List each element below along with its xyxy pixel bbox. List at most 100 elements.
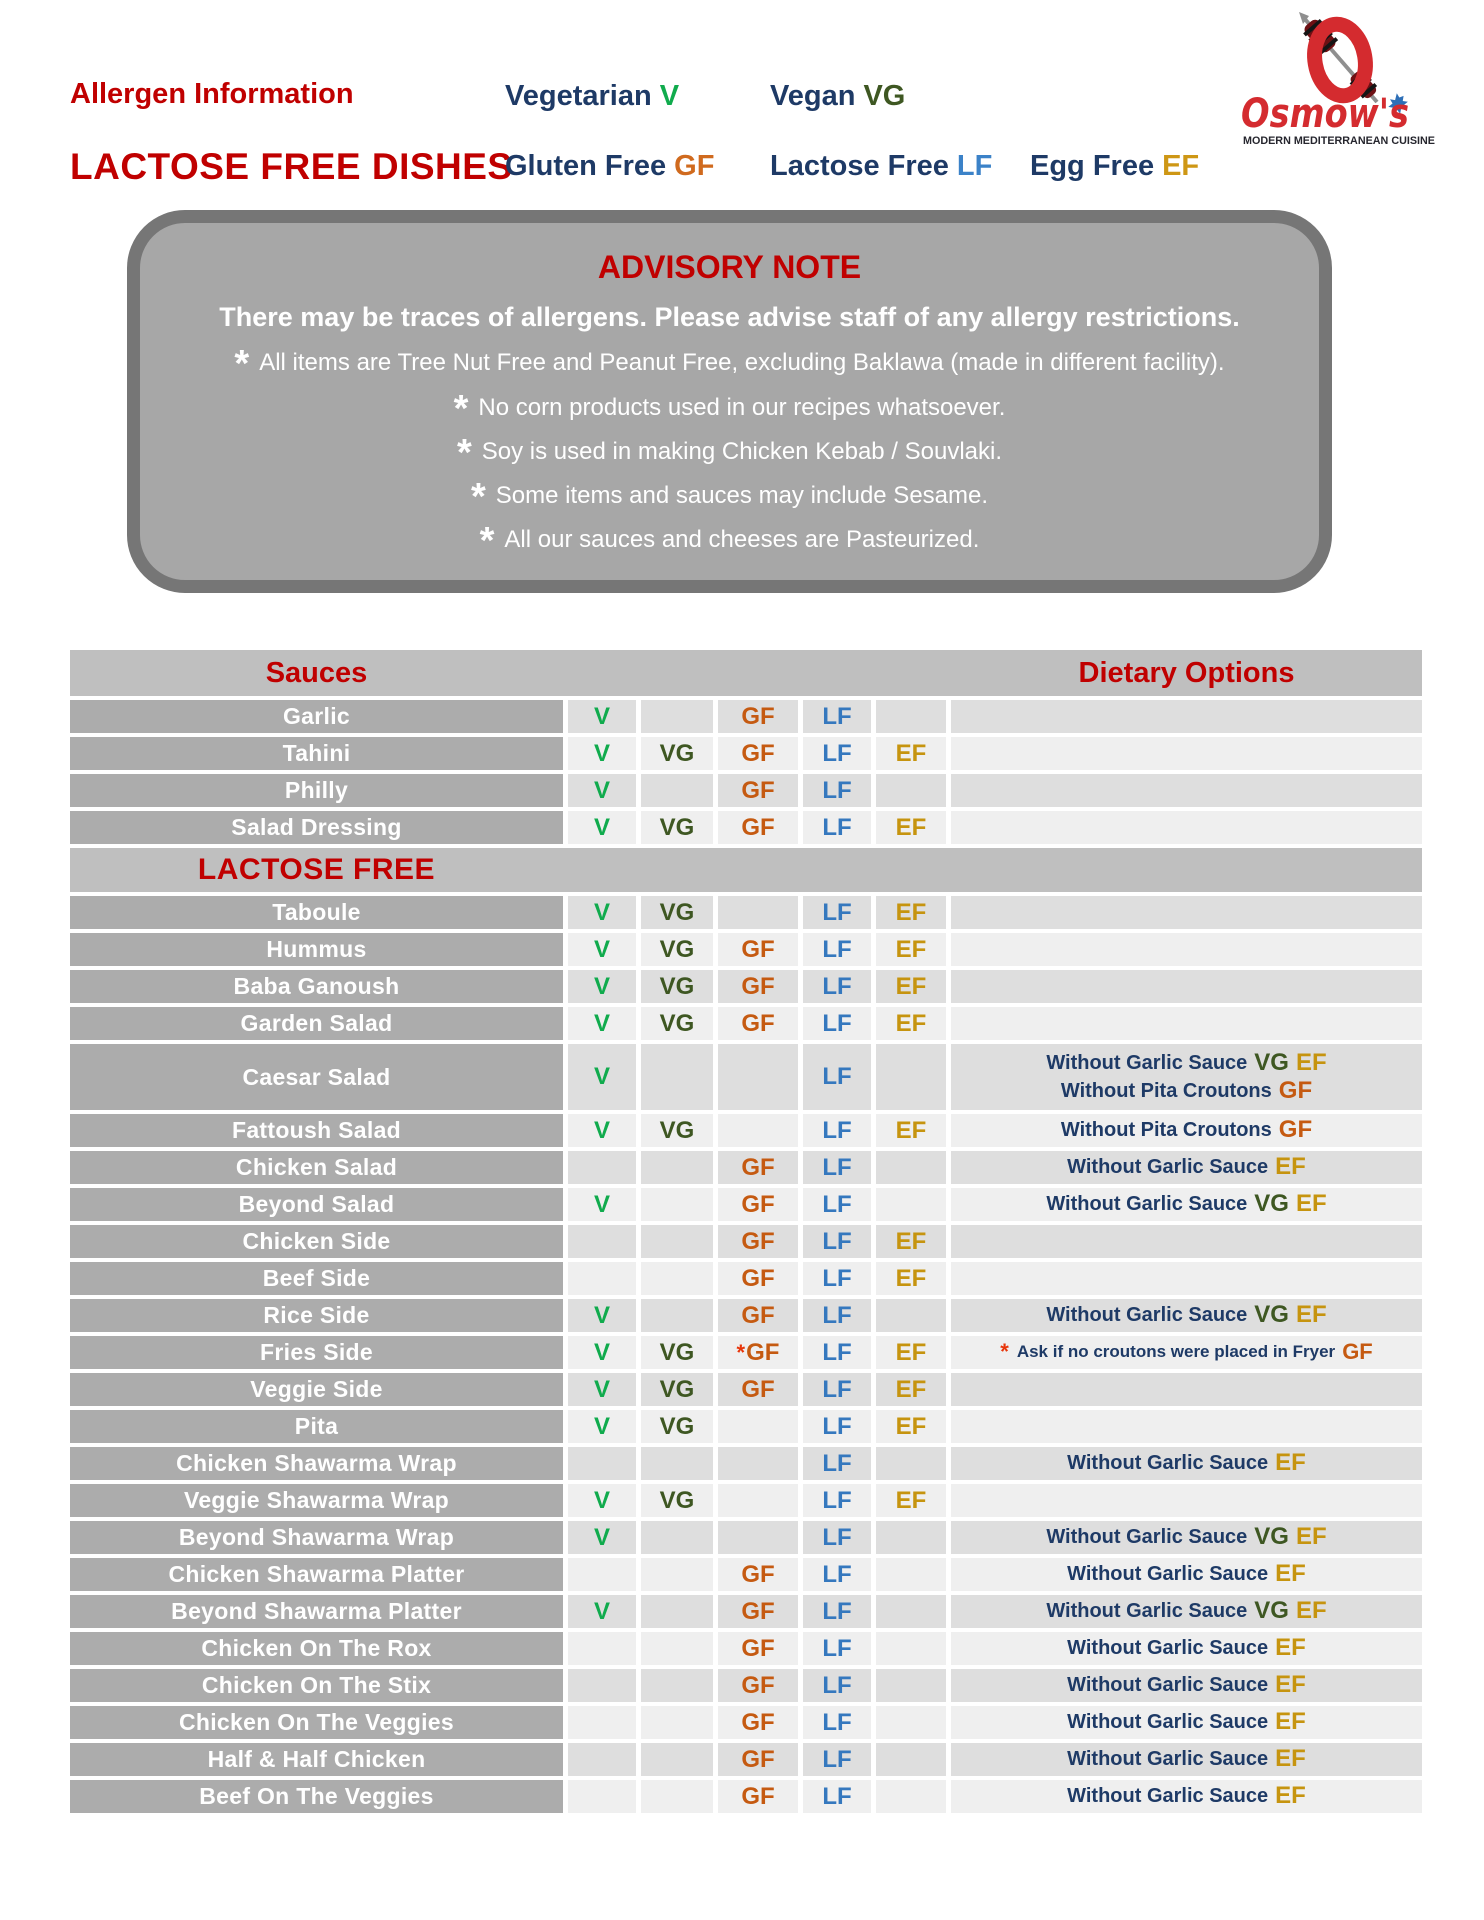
lactose-free-cell: LF xyxy=(803,1114,871,1147)
advisory-box: ADVISORY NOTE There may be traces of all… xyxy=(127,210,1332,593)
dish-name: Beyond Shawarma Wrap xyxy=(70,1521,563,1554)
legend-label: Vegan xyxy=(770,80,856,112)
advisory-note: * Soy is used in making Chicken Kebab / S… xyxy=(456,431,1003,474)
vegetarian-cell: V xyxy=(568,737,636,770)
lactose-free-badge: LF xyxy=(956,150,993,182)
gluten-free-cell: * GF xyxy=(718,1336,798,1369)
egg-free-badge: EF xyxy=(1162,150,1200,182)
vegetarian-cell xyxy=(568,1151,636,1184)
vegan-cell xyxy=(641,700,713,733)
dietary-note: Without Garlic Sauce EF xyxy=(1067,1153,1306,1181)
dish-name: Taboule xyxy=(70,896,563,929)
vegetarian-cell: V xyxy=(568,1595,636,1628)
table-row: Chicken Salad GF LF Without Garlic Sauce… xyxy=(70,1151,1422,1184)
dish-name: Caesar Salad xyxy=(70,1044,563,1110)
egg-free-cell xyxy=(876,1743,946,1776)
vegan-cell: VG xyxy=(641,1007,713,1040)
vegetarian-cell: V xyxy=(568,1299,636,1332)
asterisk-icon: * xyxy=(479,519,495,562)
lactose-free-cell: LF xyxy=(803,1743,871,1776)
egg-free-cell xyxy=(876,1706,946,1739)
legend-item-egg-free: Egg Free EF xyxy=(1030,150,1199,183)
egg-free-cell: EF xyxy=(876,970,946,1003)
vegan-cell: VG xyxy=(641,737,713,770)
legend-label: Egg Free xyxy=(1030,150,1155,182)
dietary-options-cell xyxy=(951,1373,1422,1406)
gluten-free-cell xyxy=(718,1114,798,1147)
advisory-note: * No corn products used in our recipes wh… xyxy=(453,387,1006,430)
dietary-options-cell xyxy=(951,811,1422,844)
table-row: Garden Salad V VG GF LF EF xyxy=(70,1007,1422,1040)
egg-free-cell: EF xyxy=(876,811,946,844)
lactose-free-cell: LF xyxy=(803,970,871,1003)
dietary-options-cell xyxy=(951,970,1422,1003)
asterisk-icon: * xyxy=(1000,1339,1009,1365)
dish-name: Chicken On The Rox xyxy=(70,1632,563,1665)
lactose-free-cell: LF xyxy=(803,1007,871,1040)
vegetarian-cell xyxy=(568,1743,636,1776)
vegan-cell xyxy=(641,1669,713,1702)
asterisk-icon: * xyxy=(736,1339,746,1365)
vegan-cell: VG xyxy=(641,933,713,966)
vegetarian-cell: V xyxy=(568,700,636,733)
lactose-free-cell: LF xyxy=(803,1484,871,1517)
egg-free-cell: EF xyxy=(876,1225,946,1258)
dish-name: Fattoush Salad xyxy=(70,1114,563,1147)
dietary-note: Without Garlic Sauce EF xyxy=(1067,1560,1306,1588)
table-row: Salad Dressing V VG GF LF EF xyxy=(70,811,1422,844)
egg-free-cell: EF xyxy=(876,1262,946,1295)
vegan-cell: VG xyxy=(641,1336,713,1369)
vegan-cell xyxy=(641,1632,713,1665)
vegan-cell xyxy=(641,774,713,807)
dish-name: Beyond Shawarma Platter xyxy=(70,1595,563,1628)
table-row: Rice Side V GF LF Without Garlic Sauce VG… xyxy=(70,1299,1422,1332)
egg-free-cell xyxy=(876,1669,946,1702)
gluten-free-cell: GF xyxy=(718,1188,798,1221)
legend-item-gluten-free: Gluten Free GF xyxy=(505,150,714,183)
advisory-note: * All our sauces and cheeses are Pasteuri… xyxy=(479,519,980,562)
table-row: Chicken Side GF LF EF xyxy=(70,1225,1422,1258)
vegan-cell xyxy=(641,1780,713,1813)
vegan-cell: VG xyxy=(641,970,713,1003)
egg-free-cell: EF xyxy=(876,1410,946,1443)
dish-name: Pita xyxy=(70,1410,563,1443)
dish-name: Hummus xyxy=(70,933,563,966)
dish-name: Baba Ganoush xyxy=(70,970,563,1003)
dietary-note: Without Garlic Sauce EF xyxy=(1067,1708,1306,1736)
lactose-free-cell: LF xyxy=(803,1262,871,1295)
gluten-free-cell xyxy=(718,1484,798,1517)
table-row: Fries Side V VG * GF LF EF * Ask if no cro… xyxy=(70,1336,1422,1369)
dietary-options-cell: Without Garlic Sauce EF xyxy=(951,1447,1422,1480)
dish-name: Veggie Side xyxy=(70,1373,563,1406)
osmows-logo: Osmow's MODERN MEDITERRANEAN CUISINE xyxy=(1241,12,1435,147)
egg-free-cell xyxy=(876,1521,946,1554)
dietary-note: Without Garlic Sauce EF xyxy=(1067,1671,1306,1699)
table-row: Chicken On The Veggies GF LF Without Gar… xyxy=(70,1706,1422,1739)
logo-wordmark: Osmow's xyxy=(1241,91,1409,137)
table-row: Chicken Shawarma Wrap LF Without Garlic … xyxy=(70,1447,1422,1480)
table-row: Beef On The Veggies GF LF Without Garlic… xyxy=(70,1780,1422,1813)
table-row: Half & Half Chicken GF LF Without Garlic… xyxy=(70,1743,1422,1776)
table-row: Beyond Salad V GF LF Without Garlic Sauc… xyxy=(70,1188,1422,1221)
legend-item-lactose-free: Lactose Free LF xyxy=(770,150,992,183)
maple-leaf-icon xyxy=(1388,93,1408,114)
table-row: Garlic V GF LF xyxy=(70,700,1422,733)
dish-name: Chicken Shawarma Wrap xyxy=(70,1447,563,1480)
egg-free-cell: EF xyxy=(876,1484,946,1517)
table-row: Veggie Shawarma Wrap V VG LF EF xyxy=(70,1484,1422,1517)
dietary-options-cell: Without Garlic Sauce VG EF xyxy=(951,1299,1422,1332)
vegan-cell: VG xyxy=(641,811,713,844)
dietary-options-cell: Without Garlic Sauce EF xyxy=(951,1743,1422,1776)
lactose-free-cell: LF xyxy=(803,1188,871,1221)
vegetarian-cell: V xyxy=(568,1484,636,1517)
asterisk-icon: * xyxy=(470,475,486,518)
dish-name: Chicken On The Stix xyxy=(70,1669,563,1702)
lactose-free-cell: LF xyxy=(803,896,871,929)
egg-free-cell xyxy=(876,1188,946,1221)
section-header: LACTOSE FREE xyxy=(70,848,1422,892)
table-row: Philly V GF LF xyxy=(70,774,1422,807)
dietary-options-cell: Without Garlic Sauce EF xyxy=(951,1706,1422,1739)
page-subtitle: LACTOSE FREE DISHES xyxy=(70,146,513,187)
lactose-free-cell: LF xyxy=(803,737,871,770)
lactose-free-cell: LF xyxy=(803,1669,871,1702)
